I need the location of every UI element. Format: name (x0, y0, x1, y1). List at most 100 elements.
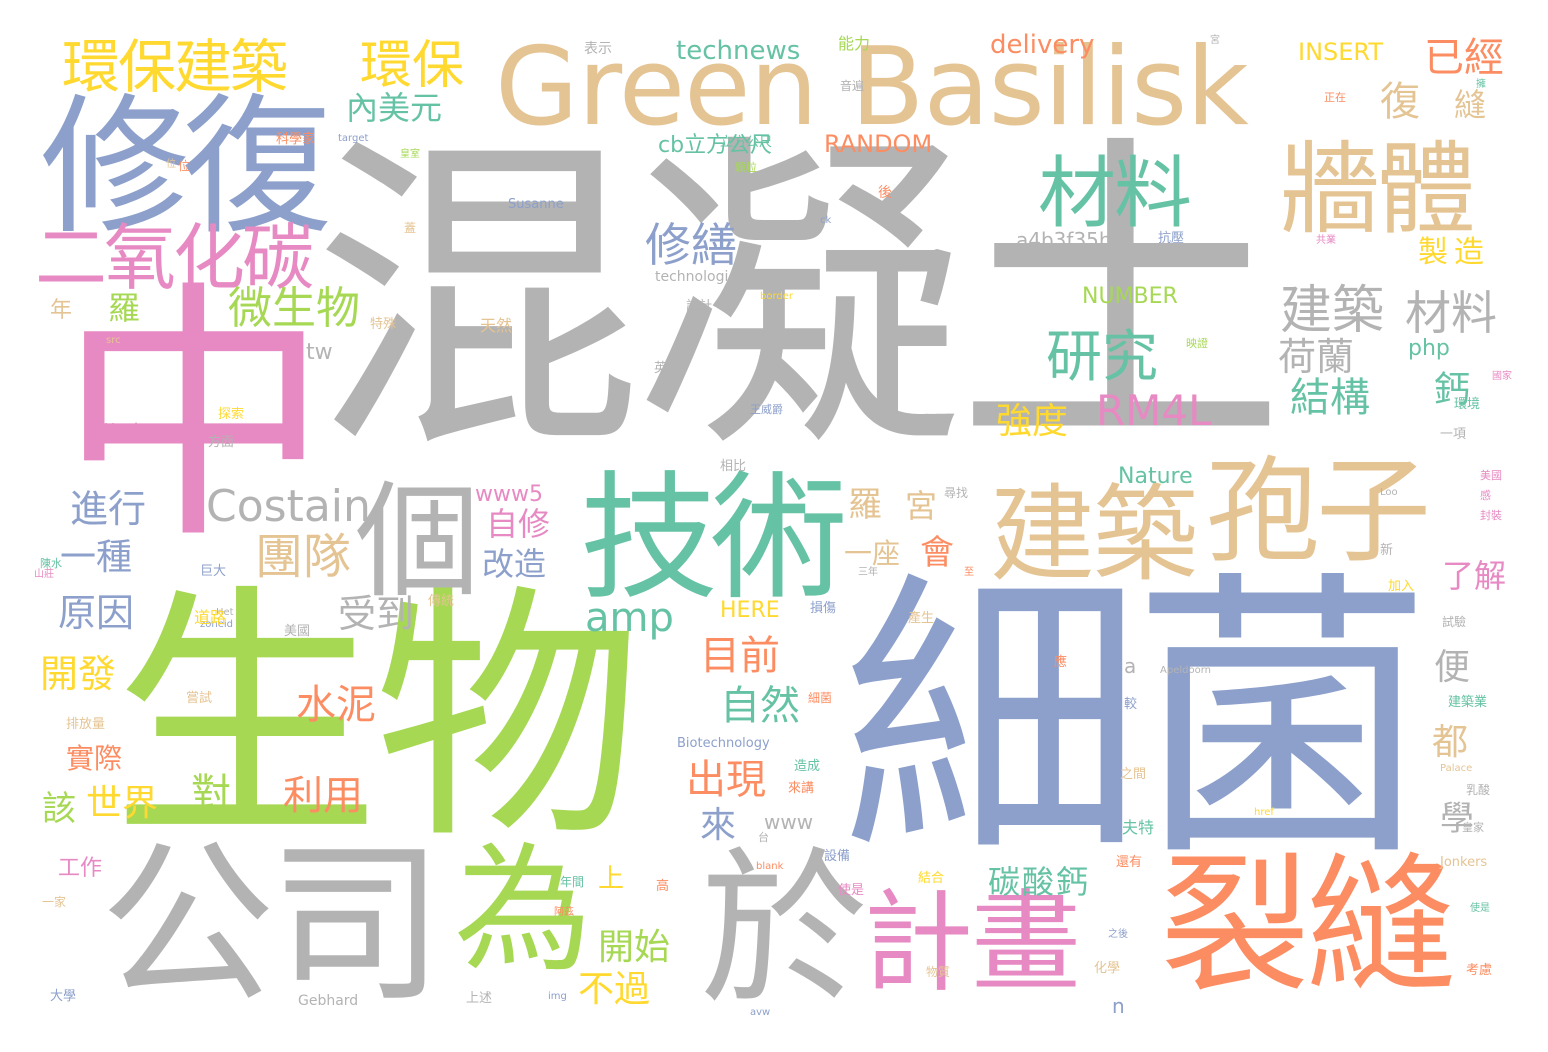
cloud-word: 細菌 (808, 691, 833, 705)
cloud-word: 蓋 (404, 221, 417, 235)
cloud-word: 開發 (40, 652, 117, 696)
cloud-word: Jonkers (1440, 855, 1488, 870)
cloud-word: Susanne (508, 197, 564, 212)
cloud-word: target (338, 133, 369, 144)
cloud-word: 尋找 (944, 486, 969, 500)
cloud-word: 混凝土 (312, 108, 1286, 492)
cloud-word: 物質 (926, 965, 951, 979)
cloud-word: 於 (700, 832, 868, 1028)
cloud-word: 羅 (848, 485, 882, 525)
cloud-word: 一項 (1440, 427, 1467, 442)
cloud-word: Biotechnology (677, 736, 770, 751)
cloud-word: 夫特 (1122, 818, 1155, 837)
cloud-word: 荷蘭 (1278, 335, 1355, 379)
cloud-word: 碳酸鈣 (988, 863, 1091, 901)
cloud-word: 公司 (100, 824, 444, 1027)
cloud-word: 研究 (1046, 325, 1158, 390)
cloud-word: n (1112, 994, 1125, 1018)
cloud-word: 皇室 (400, 149, 420, 160)
cloud-word: 大學 (50, 989, 77, 1004)
cloud-word: 建築 (1280, 281, 1385, 341)
cloud-word: 三年 (858, 567, 878, 578)
cloud-word: 材料 (1038, 149, 1192, 239)
cloud-word: www5 (475, 482, 543, 507)
cloud-word: 都 (1432, 722, 1469, 763)
cloud-word: 一種 (60, 537, 133, 578)
cloud-word: Gebhard (298, 993, 359, 1009)
cloud-word: 強度 (996, 401, 1069, 442)
cloud-word: 探索 (218, 407, 245, 422)
cloud-word: 相比 (720, 459, 747, 474)
cloud-word: 科學家 (276, 132, 316, 147)
cloud-word: 來講 (788, 781, 815, 796)
cloud-word: Apeldoorn (1160, 665, 1211, 676)
cloud-word: 修繕 (645, 218, 737, 272)
cloud-word: 王威爵 (750, 403, 783, 416)
cloud-word: Palace (1440, 763, 1473, 774)
cloud-word: 新 (1380, 543, 1394, 558)
cloud-word: 年 (50, 298, 73, 323)
cloud-word: 年間 (560, 875, 585, 889)
cloud-word: 立方公尺 (720, 135, 773, 150)
cloud-word: 封裝 (1480, 509, 1502, 522)
cloud-word: 特殊 (370, 317, 397, 332)
cloud-word: 較 (1124, 697, 1138, 712)
cloud-word: 巨大 (200, 564, 227, 579)
cloud-word: 共業 (1316, 235, 1336, 246)
cloud-word: 受到 (338, 592, 415, 636)
cloud-word: Henk (104, 420, 143, 438)
cloud-word: 映證 (1186, 337, 1208, 350)
cloud-word: 會 (920, 533, 954, 573)
cloud-word: 之間 (1120, 767, 1147, 782)
cloud-word: 為 (454, 830, 593, 991)
cloud-word: a4b3f35b (1016, 228, 1112, 252)
cloud-word: 環保建築 (62, 33, 288, 101)
cloud-word: 一家 (42, 895, 67, 909)
cloud-word: cb立方公尺 (658, 133, 773, 158)
cloud-word: 高 (656, 879, 670, 894)
cloud-word: HERE (720, 598, 780, 623)
cloud-word: 正在 (1324, 91, 1346, 104)
cloud-word: 羅 (108, 289, 141, 327)
cloud-word: 開始 (598, 927, 671, 968)
cloud-word: 對 (191, 771, 231, 817)
cloud-word: 自修 (486, 505, 551, 543)
cloud-word: 嘗試 (186, 691, 213, 706)
cloud-word: 修復 (40, 81, 332, 255)
cloud-word: RM4L (1096, 386, 1212, 435)
cloud-word: 細菌 (842, 547, 1432, 896)
cloud-word: 改造 (482, 545, 547, 583)
cloud-word: 宮 (1210, 35, 1220, 46)
cloud-word: 孢子 (1205, 445, 1431, 579)
cloud-word: delivery (990, 30, 1095, 60)
cloud-word: 二氧化碳 (35, 216, 314, 300)
cloud-word: 出現 (686, 757, 766, 803)
cloud-word: 水泥 (296, 682, 376, 728)
cloud-word: 音遍 (840, 79, 865, 93)
cloud-word: border (760, 291, 794, 302)
cloud-word: blank (756, 861, 784, 872)
cloud-word: 產生 (908, 611, 935, 626)
cloud-word: 建築業 (1448, 695, 1488, 710)
cloud-word: 生物 (112, 563, 642, 875)
cloud-word: 後 (878, 185, 892, 201)
cloud-word: 內美元 (346, 89, 443, 127)
cloud-word: 製造 (1418, 235, 1490, 270)
cloud-word: 來 (700, 805, 737, 846)
cloud-word: www (764, 810, 814, 834)
cloud-word: 至 (964, 567, 974, 578)
cloud-word: 個 (355, 470, 480, 615)
cloud-word: 應 (1054, 655, 1068, 670)
cloud-word: 該 (42, 789, 76, 829)
cloud-word: 方面 (208, 435, 235, 450)
cloud-word: 排放量 (66, 717, 106, 732)
cloud-word: 美國 (284, 624, 311, 639)
cloud-word: 抗壓 (1158, 231, 1185, 246)
cloud-word: 進行 (70, 487, 147, 531)
cloud-word: 英國 (654, 361, 681, 376)
cloud-word: 結合 (918, 871, 945, 886)
cloud-word: 已經 (1424, 35, 1504, 81)
cloud-word: Costain (206, 481, 371, 532)
cloud-word: 乳酸 (1466, 783, 1491, 797)
